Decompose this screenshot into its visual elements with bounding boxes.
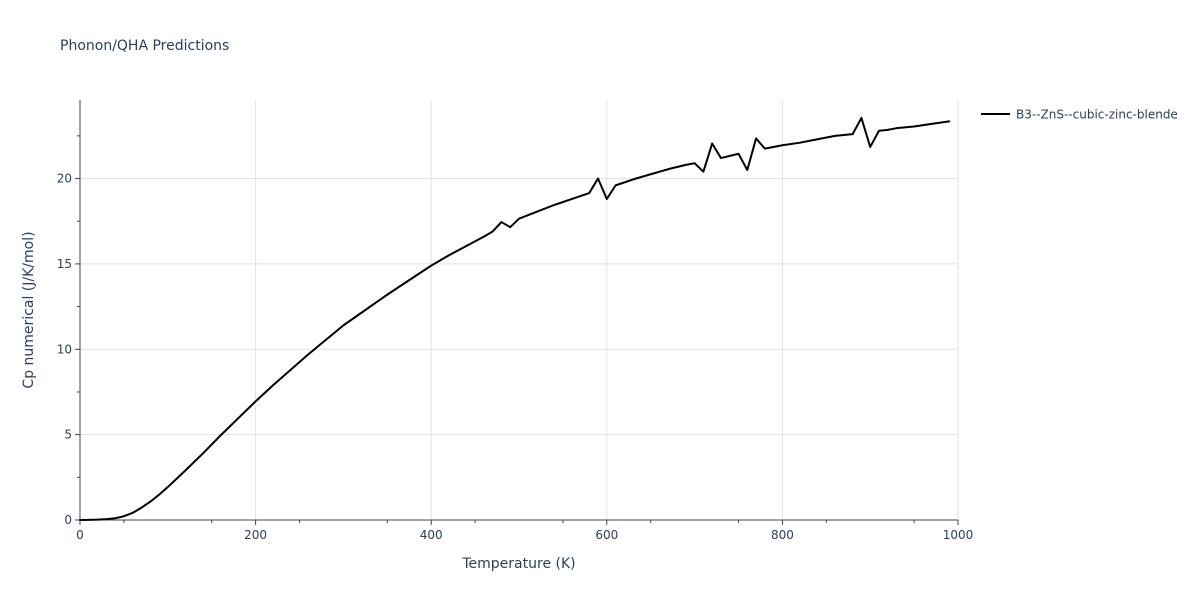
y-axis-title: Cp numerical (J/K/mol) xyxy=(21,231,37,388)
x-tick-label: 1000 xyxy=(943,528,974,542)
y-tick-label: 0 xyxy=(64,513,72,527)
tick-label-layer: 0 200 400 600 800 1000 0 5 10 15 20 xyxy=(57,172,974,542)
y-tick-label: 5 xyxy=(64,428,72,442)
chart-title: Phonon/QHA Predictions xyxy=(60,38,229,54)
y-tick-label: 20 xyxy=(57,172,72,186)
series-line-0[interactable] xyxy=(79,116,951,521)
axis-layer xyxy=(75,100,959,525)
legend-label: B3--ZnS--cubic-zinc-blende xyxy=(1016,108,1178,122)
y-tick-label: 10 xyxy=(57,342,72,356)
grid-layer xyxy=(80,100,959,520)
legend[interactable]: B3--ZnS--cubic-zinc-blende xyxy=(981,108,1178,122)
x-axis-title: Temperature (K) xyxy=(461,556,575,572)
series-layer xyxy=(79,116,951,521)
x-tick-label: 600 xyxy=(595,528,618,542)
y-tick-label: 15 xyxy=(57,257,72,271)
x-tick-label: 0 xyxy=(76,528,84,542)
x-tick-label: 800 xyxy=(771,528,794,542)
x-tick-label: 200 xyxy=(244,528,267,542)
x-tick-label: 400 xyxy=(420,528,443,542)
